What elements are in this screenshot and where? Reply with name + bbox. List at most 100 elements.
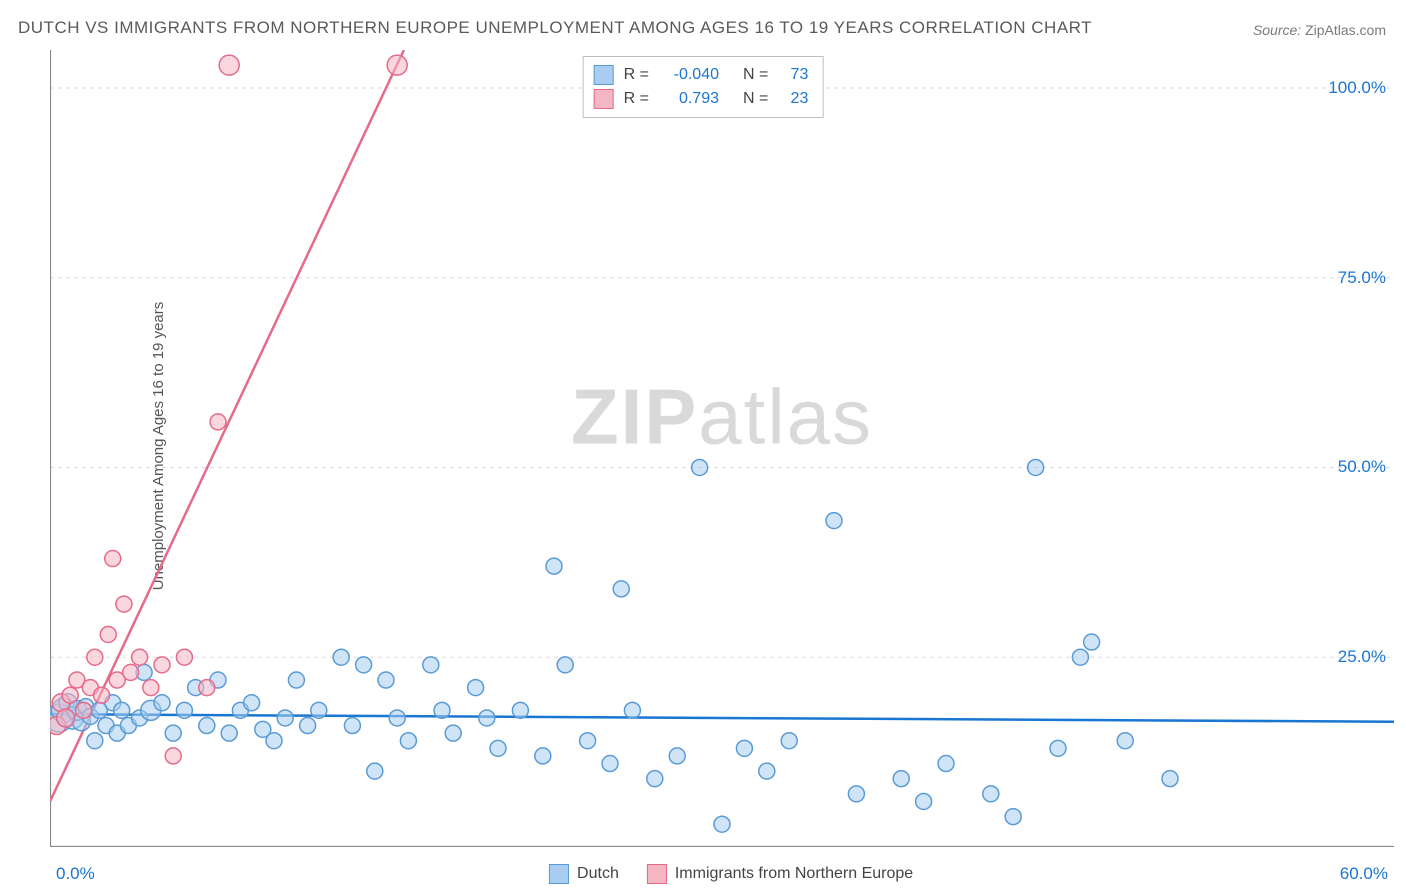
data-point bbox=[490, 740, 506, 756]
data-point bbox=[613, 581, 629, 597]
plot-area: ZIPatlas bbox=[50, 50, 1394, 847]
data-point bbox=[165, 748, 181, 764]
data-point bbox=[132, 649, 148, 665]
legend-swatch bbox=[549, 864, 569, 884]
x-axis-max-label: 60.0% bbox=[1340, 864, 1388, 884]
legend-swatch bbox=[647, 864, 667, 884]
n-value: 23 bbox=[778, 87, 808, 111]
data-point bbox=[714, 816, 730, 832]
r-label: R = bbox=[624, 87, 649, 111]
data-point bbox=[434, 702, 450, 718]
data-point bbox=[94, 687, 110, 703]
legend-item: Dutch bbox=[549, 864, 619, 884]
stats-row: R = -0.040 N = 73 bbox=[594, 63, 809, 87]
data-point bbox=[87, 649, 103, 665]
r-label: R = bbox=[624, 63, 649, 87]
data-point bbox=[826, 513, 842, 529]
data-point bbox=[848, 786, 864, 802]
r-value: 0.793 bbox=[659, 87, 719, 111]
data-point bbox=[1072, 649, 1088, 665]
data-point bbox=[1084, 634, 1100, 650]
legend-label: Dutch bbox=[577, 865, 619, 883]
data-point bbox=[221, 725, 237, 741]
data-point bbox=[100, 626, 116, 642]
source-value: ZipAtlas.com bbox=[1305, 22, 1386, 38]
y-tick-label: 25.0% bbox=[1338, 647, 1386, 667]
data-point bbox=[580, 733, 596, 749]
data-point bbox=[1117, 733, 1133, 749]
y-tick-label: 75.0% bbox=[1338, 268, 1386, 288]
data-point bbox=[176, 702, 192, 718]
data-point bbox=[781, 733, 797, 749]
data-point bbox=[1162, 771, 1178, 787]
data-point bbox=[116, 596, 132, 612]
chart-title: DUTCH VS IMMIGRANTS FROM NORTHERN EUROPE… bbox=[18, 18, 1092, 38]
data-point bbox=[165, 725, 181, 741]
data-point bbox=[105, 551, 121, 567]
data-point bbox=[546, 558, 562, 574]
data-point bbox=[154, 657, 170, 673]
stats-legend-box: R = -0.040 N = 73 R = 0.793 N = 23 bbox=[583, 56, 824, 118]
r-value: -0.040 bbox=[659, 63, 719, 87]
data-point bbox=[692, 459, 708, 475]
data-point bbox=[76, 702, 92, 718]
data-point bbox=[333, 649, 349, 665]
data-point bbox=[893, 771, 909, 787]
data-point bbox=[1028, 459, 1044, 475]
data-point bbox=[389, 710, 405, 726]
n-label: N = bbox=[743, 87, 768, 111]
data-point bbox=[62, 687, 78, 703]
data-point bbox=[114, 702, 130, 718]
data-point bbox=[210, 414, 226, 430]
data-point bbox=[624, 702, 640, 718]
data-point bbox=[669, 748, 685, 764]
data-point bbox=[512, 702, 528, 718]
y-tick-label: 100.0% bbox=[1328, 78, 1386, 98]
data-point bbox=[479, 710, 495, 726]
data-point bbox=[300, 718, 316, 734]
data-point bbox=[535, 748, 551, 764]
data-point bbox=[244, 695, 260, 711]
data-point bbox=[1005, 809, 1021, 825]
legend-label: Immigrants from Northern Europe bbox=[675, 865, 913, 883]
n-value: 73 bbox=[778, 63, 808, 87]
data-point bbox=[759, 763, 775, 779]
data-point bbox=[938, 756, 954, 772]
data-point bbox=[400, 733, 416, 749]
data-point bbox=[266, 733, 282, 749]
y-tick-label: 50.0% bbox=[1338, 457, 1386, 477]
data-point bbox=[154, 695, 170, 711]
legend-swatch bbox=[594, 89, 614, 109]
data-point bbox=[219, 55, 239, 75]
data-point bbox=[445, 725, 461, 741]
legend-item: Immigrants from Northern Europe bbox=[647, 864, 913, 884]
data-point bbox=[423, 657, 439, 673]
scatter-plot bbox=[50, 50, 1394, 847]
data-point bbox=[87, 733, 103, 749]
data-point bbox=[199, 680, 215, 696]
data-point bbox=[378, 672, 394, 688]
data-point bbox=[1050, 740, 1066, 756]
data-point bbox=[916, 793, 932, 809]
data-point bbox=[736, 740, 752, 756]
data-point bbox=[647, 771, 663, 787]
legend-swatch bbox=[594, 65, 614, 85]
series-legend: Dutch Immigrants from Northern Europe bbox=[549, 864, 913, 884]
x-axis-origin-label: 0.0% bbox=[56, 864, 95, 884]
stats-row: R = 0.793 N = 23 bbox=[594, 87, 809, 111]
data-point bbox=[288, 672, 304, 688]
source-label: Source: bbox=[1253, 22, 1301, 38]
source-line: Source: ZipAtlas.com bbox=[1253, 22, 1386, 38]
data-point bbox=[277, 710, 293, 726]
data-point bbox=[356, 657, 372, 673]
data-point bbox=[468, 680, 484, 696]
n-label: N = bbox=[743, 63, 768, 87]
data-point bbox=[311, 702, 327, 718]
data-point bbox=[199, 718, 215, 734]
data-point bbox=[367, 763, 383, 779]
data-point bbox=[123, 664, 139, 680]
data-point bbox=[602, 756, 618, 772]
data-point bbox=[557, 657, 573, 673]
data-point bbox=[344, 718, 360, 734]
data-point bbox=[983, 786, 999, 802]
